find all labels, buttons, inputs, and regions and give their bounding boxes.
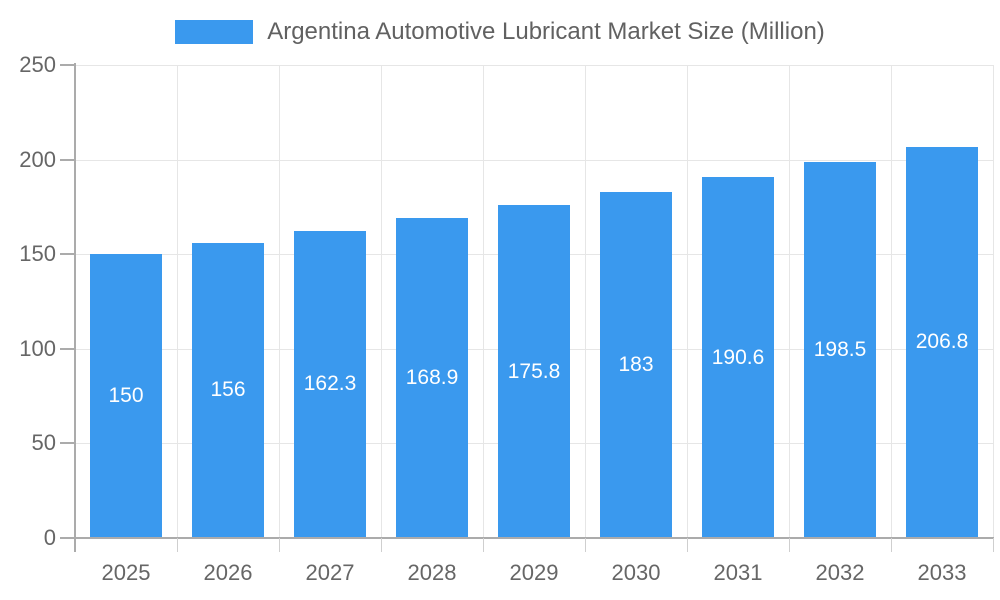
bar[interactable] — [294, 231, 366, 538]
bar-value-label: 183 — [618, 353, 654, 376]
bar[interactable] — [600, 192, 672, 538]
y-axis-tick — [60, 537, 75, 539]
x-axis-tick — [381, 538, 382, 552]
y-axis-tick — [60, 348, 75, 350]
bar[interactable] — [498, 205, 570, 538]
x-axis-tick-label: 2025 — [101, 560, 151, 585]
y-axis-tick-label: 0 — [43, 525, 56, 550]
y-axis-tick-label: 100 — [19, 336, 56, 361]
y-axis-tick — [60, 253, 75, 255]
gridline-horizontal — [75, 65, 993, 66]
bar-value-label: 206.8 — [915, 330, 969, 353]
x-axis-tick — [687, 538, 688, 552]
bar[interactable] — [90, 254, 162, 538]
x-axis-line — [74, 537, 994, 539]
x-axis-tick-label: 2026 — [203, 560, 253, 585]
y-axis-tick — [60, 64, 75, 66]
bar-value-label: 162.3 — [303, 372, 357, 395]
x-axis-tick — [279, 538, 280, 552]
gridline-vertical — [381, 65, 382, 538]
x-axis-tick — [993, 538, 994, 552]
bar-value-label: 190.6 — [711, 346, 765, 369]
gridline-vertical — [789, 65, 790, 538]
y-axis-tick-label: 150 — [19, 241, 56, 266]
bar-value-label: 175.8 — [507, 360, 561, 383]
x-axis-tick-label: 2031 — [713, 560, 763, 585]
legend[interactable]: Argentina Automotive Lubricant Market Si… — [0, 18, 1000, 46]
gridline-vertical — [177, 65, 178, 538]
bar[interactable] — [804, 162, 876, 538]
bar-value-label: 198.5 — [813, 338, 867, 361]
x-axis-tick-label: 2028 — [407, 560, 457, 585]
legend-label: Argentina Automotive Lubricant Market Si… — [267, 18, 825, 45]
y-axis-tick-label: 250 — [19, 52, 56, 77]
x-axis-tick — [585, 538, 586, 552]
x-axis-tick-label: 2030 — [611, 560, 661, 585]
x-axis-tick-label: 2033 — [917, 560, 967, 585]
x-axis-tick — [891, 538, 892, 552]
x-axis-tick-label: 2029 — [509, 560, 559, 585]
bar[interactable] — [192, 243, 264, 538]
y-axis-tick — [60, 159, 75, 161]
bar-value-label: 156 — [210, 378, 246, 401]
x-axis-tick — [483, 538, 484, 552]
gridline-vertical — [483, 65, 484, 538]
gridline-vertical — [585, 65, 586, 538]
x-axis-tick — [177, 538, 178, 552]
y-axis-tick — [60, 442, 75, 444]
bar[interactable] — [906, 147, 978, 538]
bar[interactable] — [702, 177, 774, 538]
y-axis-line — [74, 63, 76, 552]
bar-value-label: 150 — [108, 384, 144, 407]
gridline-horizontal — [75, 160, 993, 161]
gridline-vertical — [279, 65, 280, 538]
bar[interactable] — [396, 218, 468, 538]
bar-value-label: 168.9 — [405, 366, 459, 389]
y-axis-tick-label: 200 — [19, 147, 56, 172]
gridline-vertical — [687, 65, 688, 538]
legend-swatch-icon — [175, 20, 254, 44]
x-axis-tick — [789, 538, 790, 552]
gridline-vertical — [891, 65, 892, 538]
x-axis-tick-label: 2032 — [815, 560, 865, 585]
x-axis-tick-label: 2027 — [305, 560, 355, 585]
y-axis-tick-label: 50 — [31, 430, 56, 455]
gridline-vertical — [993, 65, 994, 538]
